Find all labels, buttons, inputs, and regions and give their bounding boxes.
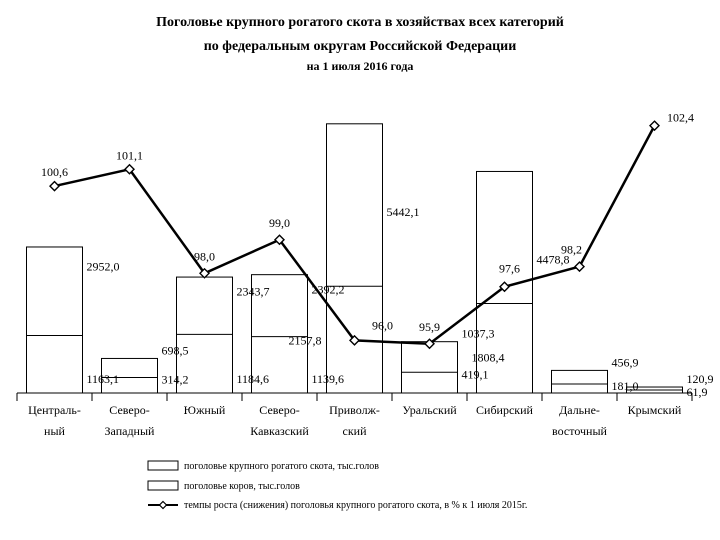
label-growth-1: 100,6 xyxy=(41,165,68,179)
legend-label-2: поголовье коров, тыс.голов xyxy=(184,481,300,492)
label-cows-4: 1139,6 xyxy=(312,372,345,386)
label-cattle-7: 4478,8 xyxy=(537,252,570,266)
legend-swatch-growth-marker xyxy=(158,500,168,510)
label-cows-9: 61,9 xyxy=(687,385,708,399)
x-label-8-line-2: восточный xyxy=(552,424,608,438)
label-cattle-6: 1037,3 xyxy=(462,327,495,341)
x-label-5-line-1: Приволж- xyxy=(329,403,380,417)
growth-marker-2 xyxy=(124,163,135,175)
label-growth-5: 96,0 xyxy=(372,318,393,332)
title-line-1: Поголовье крупного рогатого скота в хозя… xyxy=(156,15,564,30)
label-growth-2: 101,1 xyxy=(116,148,143,162)
bar-cattle-8 xyxy=(551,369,608,394)
x-label-1-line-1: Централь- xyxy=(28,403,81,417)
title-line-2: по федеральным округам Российской Федера… xyxy=(204,39,517,54)
title-line-3: на 1 июля 2016 года xyxy=(307,59,414,73)
data-labels: 2952,0 1163,1 698,5 314,2 2343,7 1184,6 2392,2… xyxy=(87,205,714,399)
label-cows-5: 2157,8 xyxy=(289,333,322,347)
x-label-6: Уральский xyxy=(402,403,457,417)
bar-cattle-3 xyxy=(176,276,233,394)
label-cattle-3: 2343,7 xyxy=(237,285,270,299)
growth-marker-6 xyxy=(424,338,435,350)
label-growth-3: 98,0 xyxy=(194,249,215,263)
x-label-1-line-2: ный xyxy=(44,424,65,438)
label-growth-4: 99,0 xyxy=(269,216,290,230)
legend-label-1: поголовье крупного рогатого скота, тыс.г… xyxy=(184,461,379,472)
label-cows-1: 1163,1 xyxy=(87,372,120,386)
bar-cattle-6 xyxy=(401,341,458,394)
label-cows-3: 1184,6 xyxy=(237,372,270,386)
label-cattle-2: 698,5 xyxy=(162,343,189,357)
x-label-9: Крымский xyxy=(628,403,682,417)
x-label-8-line-1: Дальне- xyxy=(559,403,600,417)
label-cattle-9: 120,9 xyxy=(687,372,714,386)
growth-marker-4 xyxy=(274,234,285,246)
x-label-2-line-2: Западный xyxy=(105,424,156,438)
growth-marker-5 xyxy=(349,334,360,346)
legend-swatch-cows xyxy=(147,480,179,491)
x-label-7: Сибирский xyxy=(476,403,534,417)
bar-cattle-5 xyxy=(326,123,383,394)
label-growth-7: 97,6 xyxy=(499,262,520,276)
legend: поголовье крупного рогатого скота, тыс.г… xyxy=(147,460,527,511)
label-growth-9: 102,4 xyxy=(667,111,694,125)
label-growth-8: 98,2 xyxy=(561,243,582,257)
growth-marker-7 xyxy=(499,281,510,293)
label-cattle-8: 456,9 xyxy=(612,355,639,369)
growth-marker-3 xyxy=(199,267,210,279)
label-growth-6: 95,9 xyxy=(419,320,440,334)
label-cattle-5: 5442,1 xyxy=(387,205,420,219)
x-label-4-line-2: Кавказский xyxy=(250,424,309,438)
legend-swatch-cattle xyxy=(147,460,179,471)
bar-cattle-2 xyxy=(101,357,158,394)
label-cows-2: 314,2 xyxy=(162,372,189,386)
label-cows-8: 181,0 xyxy=(612,379,639,393)
x-label-3: Южный xyxy=(184,403,226,417)
growth-marker-9 xyxy=(649,120,660,132)
label-cattle-1: 2952,0 xyxy=(87,259,120,273)
x-label-5-line-2: ский xyxy=(343,424,368,438)
growth-marker-8 xyxy=(574,261,585,273)
growth-line: 100,6 101,1 98,0 99,0 96,0 95,9 97,6 98,2 102,4 xyxy=(41,111,694,350)
label-cows-6: 419,1 xyxy=(462,367,489,381)
x-label-4-line-1: Северо- xyxy=(259,403,299,417)
growth-marker-1 xyxy=(49,180,60,192)
legend-label-3: темпы роста (снижения) поголовья крупног… xyxy=(184,500,527,511)
chart-title: Поголовье крупного рогатого скота в хозя… xyxy=(156,15,564,73)
label-cattle-4: 2392,2 xyxy=(312,283,345,297)
label-cows-7: 1808,4 xyxy=(472,351,505,365)
x-label-2-line-1: Северо- xyxy=(109,403,149,417)
bar-cattle-1 xyxy=(26,246,83,394)
x-axis: Централь-ный Северо- Западный Южный Северо- К… xyxy=(16,392,693,438)
